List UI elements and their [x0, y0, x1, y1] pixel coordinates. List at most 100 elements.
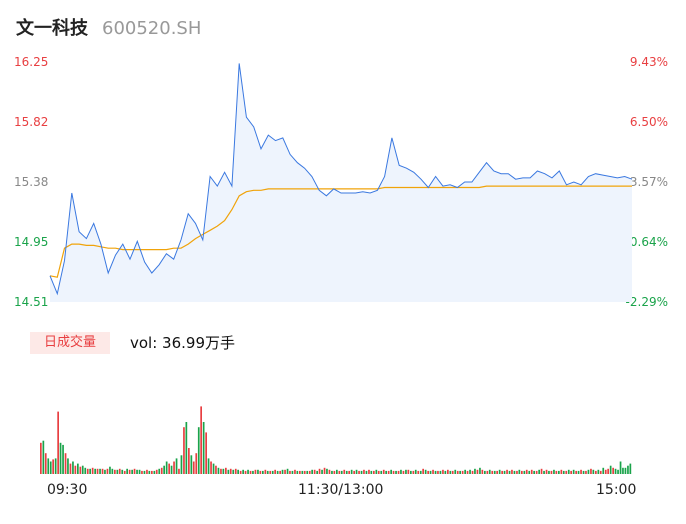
price-tick-2: 15.38 [14, 175, 49, 189]
volume-bar [173, 461, 175, 474]
volume-bar [572, 469, 575, 474]
volume-bar [328, 469, 331, 474]
volume-bar [454, 469, 457, 474]
volume-bar [444, 470, 447, 474]
volume-bar [106, 468, 109, 474]
volume-bar [387, 470, 390, 474]
volume-bar [42, 440, 45, 474]
volume-bar [471, 470, 474, 474]
volume-bar [592, 469, 595, 474]
volume-bar [451, 470, 454, 474]
volume-bar [503, 470, 506, 474]
time-label-midday: 11:30/13:00 [298, 482, 384, 498]
volume-bar [355, 469, 358, 474]
volume-summary: vol: 36.99万手 [130, 334, 235, 352]
volume-bar [400, 469, 402, 474]
volume-bar [205, 432, 207, 474]
volume-bar [528, 470, 531, 474]
volume-bar [133, 468, 136, 474]
volume-bar [286, 468, 289, 474]
volume-bar [590, 468, 592, 474]
volume-bar [577, 470, 580, 474]
volume-bar [533, 470, 535, 474]
volume-bar [170, 465, 173, 474]
volume-bar [447, 469, 449, 474]
volume-bar [294, 469, 296, 474]
volume-bar [538, 469, 540, 474]
volume-bar [365, 470, 368, 474]
volume-bar [155, 469, 158, 474]
volume-bar [227, 469, 230, 474]
volume-bar [79, 466, 82, 474]
volume-bar [331, 470, 333, 474]
volume-tab[interactable]: 日成交量 [30, 332, 110, 354]
volume-bar [96, 468, 99, 474]
volume-bar [86, 468, 89, 474]
price-plot [49, 63, 633, 303]
volume-bar [348, 470, 350, 474]
volume-bar [373, 470, 375, 474]
volume-bar [118, 468, 121, 474]
volume-bar [116, 469, 119, 474]
volume-bar [146, 469, 148, 474]
volume-bar [274, 469, 276, 474]
volume-bar [513, 470, 516, 474]
volume-bar [358, 470, 360, 474]
volume-bar [128, 469, 131, 474]
volume-bar [239, 470, 242, 474]
volume-bar [555, 470, 558, 474]
volume-bar [77, 463, 79, 474]
volume-bar [587, 469, 590, 474]
volume-bar [67, 458, 69, 474]
volume-bar [540, 468, 543, 474]
volume-bar [195, 453, 198, 474]
volume-bar [311, 469, 313, 474]
pct-tick-2: 3.57% [629, 175, 668, 189]
volume-bar [175, 458, 178, 474]
volume-bar [410, 470, 412, 474]
volume-bar [518, 469, 521, 474]
volume-bar [612, 467, 614, 474]
pct-tick-3: 0.64% [629, 235, 668, 249]
volume-bar [560, 469, 563, 474]
volume-bar [380, 470, 383, 474]
volume-bar [89, 468, 91, 474]
volume-bar [604, 469, 607, 474]
volume-bar [81, 465, 84, 474]
volume-bar [185, 422, 188, 474]
volume-bar [212, 463, 215, 474]
volume-bar [629, 463, 632, 474]
volume-bar [215, 465, 217, 474]
volume-bar [535, 470, 538, 474]
volume-bar [49, 461, 52, 474]
volume-bar [530, 469, 533, 474]
volume-bar [47, 458, 50, 474]
volume-bar [111, 468, 114, 474]
volume-bar [523, 470, 526, 474]
volume-bar [336, 469, 338, 474]
volume-bar [160, 467, 163, 474]
volume-bar [545, 469, 548, 474]
volume-bar [109, 466, 111, 474]
volume-bar [602, 467, 605, 474]
volume-bar [271, 470, 274, 474]
volume-bar [143, 470, 146, 474]
volume-bar [570, 470, 572, 474]
volume-bar [442, 469, 444, 474]
volume-bar [370, 470, 373, 474]
pct-tick-1: 6.50% [629, 115, 668, 129]
volume-bar [101, 468, 104, 474]
volume-bar [562, 470, 565, 474]
volume-bar [188, 448, 190, 474]
volume-bar [254, 469, 257, 474]
volume-bar [609, 465, 612, 474]
time-label-close: 15:00 [596, 482, 637, 498]
volume-bar [382, 469, 385, 474]
volume-bar [207, 458, 210, 474]
volume-bar [136, 469, 138, 474]
volume-bar [414, 469, 417, 474]
volume-bar [104, 469, 106, 474]
volume-bar [316, 470, 318, 474]
volume-bar [353, 470, 355, 474]
